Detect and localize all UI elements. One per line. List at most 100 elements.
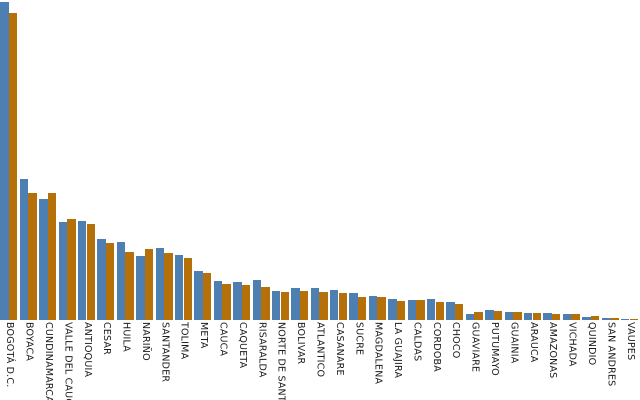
x-axis-label: MAGDALENA	[368, 322, 387, 400]
bar-series-orange	[474, 312, 483, 320]
x-axis-label: VAUPES	[621, 322, 640, 400]
x-axis-label-text: NARIÑO	[139, 322, 151, 361]
bar-series-blue	[58, 222, 67, 320]
bar-series-blue	[621, 319, 630, 320]
bar-series-blue	[233, 282, 242, 320]
x-axis-label-text: BOYACA	[23, 322, 35, 362]
x-axis-label-text: RISARALDA	[256, 322, 268, 378]
x-axis-label-text: HUILA	[120, 322, 132, 352]
plot-area	[0, 2, 638, 320]
bar-series-orange	[358, 297, 367, 320]
bar-series-blue	[0, 2, 9, 320]
bar-series-orange	[164, 253, 173, 320]
x-axis-label: ARAUCA	[524, 322, 543, 400]
bar-series-blue	[291, 288, 300, 320]
bar-series-blue	[465, 314, 475, 320]
bar-series-blue	[349, 293, 358, 320]
bar-series-blue	[485, 310, 494, 320]
bar-series-blue	[136, 256, 145, 320]
x-axis-label: NORTE DE SANTANDER	[272, 322, 291, 400]
bar-series-orange	[105, 243, 115, 320]
bar-series-orange	[86, 224, 95, 320]
bar-series-orange	[28, 193, 37, 320]
x-axis-label-text: CHOCO	[450, 322, 462, 359]
x-axis-label: RISARALDA	[252, 322, 271, 400]
x-axis-label: SANTANDER	[155, 322, 174, 400]
bar-series-orange	[610, 318, 619, 320]
x-axis-label: QUINDIO	[582, 322, 601, 400]
bar-series-blue	[562, 314, 572, 320]
x-axis-label-text: ATLANTICO	[314, 322, 326, 378]
x-axis-label: ANTIOQUIA	[78, 322, 97, 400]
bar-series-blue	[310, 288, 320, 320]
bar-series-blue	[77, 221, 87, 320]
x-axis-label-text: MAGDALENA	[372, 322, 384, 385]
bar-series-orange	[202, 273, 212, 320]
bar-series-blue	[252, 280, 261, 320]
x-axis-label: SUCRE	[349, 322, 368, 400]
bar-series-blue	[39, 199, 48, 320]
x-axis-label-text: CUNDINAMARCA	[42, 322, 54, 400]
x-axis-label: CHOCO	[446, 322, 465, 400]
x-axis-label-text: ARAUCA	[527, 322, 539, 363]
x-axis-label: AMAZONAS	[543, 322, 562, 400]
x-axis-label: VALLE DEL CAUCA	[58, 322, 77, 400]
x-axis-label-text: AMAZONAS	[547, 322, 559, 379]
bar-series-blue	[504, 312, 514, 320]
x-axis: BOGOTÁ D.C. BOYACA CUNDINAMARCA VALLE DEL C…	[0, 322, 640, 400]
x-axis-label: HUILA	[116, 322, 135, 400]
x-axis-label-text: NORTE DE SANTANDER	[275, 322, 287, 400]
bar-series-orange	[299, 291, 309, 320]
bar-series-blue	[116, 242, 126, 320]
x-axis-label: BOYACA	[19, 322, 38, 400]
x-axis-label: VICHADA	[562, 322, 581, 400]
x-axis-label-text: SANTANDER	[159, 322, 171, 383]
x-axis-label: CALDAS	[407, 322, 426, 400]
x-axis-label-text: VICHADA	[566, 322, 578, 367]
x-axis-label-text: SAN ANDRES	[605, 322, 617, 387]
bar-series-orange	[435, 302, 445, 320]
bar-series-blue	[271, 291, 281, 320]
x-axis-label-text: SUCRE	[353, 322, 365, 356]
x-axis-label: LA GUAJIRA	[388, 322, 407, 400]
bar-series-orange	[455, 304, 464, 320]
bar-series-orange	[513, 312, 522, 320]
x-axis-label-text: CESAR	[101, 322, 113, 355]
bar-series-blue	[388, 299, 397, 320]
x-axis-label: NARIÑO	[136, 322, 155, 400]
bar-series-blue	[601, 318, 610, 320]
x-axis-label-text: GUAINIA	[508, 322, 520, 364]
bar-series-blue	[446, 302, 455, 320]
x-axis-label-text: PUTUMAYO	[489, 322, 501, 376]
x-axis-label-text: META	[198, 322, 210, 349]
x-axis-label-text: CAUCA	[217, 322, 229, 357]
x-axis-label: META	[194, 322, 213, 400]
bar-series-orange	[222, 284, 231, 320]
x-axis-label-text: CASANARE	[333, 322, 345, 376]
bar-series-blue	[368, 296, 378, 320]
x-axis-label-text: BOGOTÁ D.C.	[4, 322, 16, 388]
x-axis-label-text: LA GUAJIRA	[392, 322, 404, 379]
bar-series-orange	[338, 293, 348, 320]
x-axis-label: SAN ANDRES	[601, 322, 620, 400]
x-axis-label-text: VALLE DEL CAUCA	[62, 322, 74, 400]
bar-series-orange	[377, 297, 386, 320]
x-axis-label: CESAR	[97, 322, 116, 400]
x-axis-label-text: ANTIOQUIA	[81, 322, 93, 378]
x-axis-label: CUNDINAMARCA	[39, 322, 58, 400]
x-axis-label: BOLIVAR	[291, 322, 310, 400]
bar-series-orange	[67, 219, 76, 320]
bar-series-blue	[194, 271, 203, 320]
x-axis-label-text: CORDOBA	[430, 322, 442, 372]
bar-series-orange	[261, 287, 270, 320]
bar-series-orange	[144, 249, 154, 320]
bar-series-orange	[47, 193, 57, 320]
x-axis-label-text: TOLIMA	[178, 322, 190, 360]
bar-series-blue	[330, 290, 339, 320]
bar-series-orange	[532, 313, 542, 320]
x-axis-label: ATLANTICO	[310, 322, 329, 400]
bar-series-blue	[427, 299, 436, 320]
bar-series-orange	[241, 285, 251, 320]
bar-series-blue	[174, 255, 184, 320]
